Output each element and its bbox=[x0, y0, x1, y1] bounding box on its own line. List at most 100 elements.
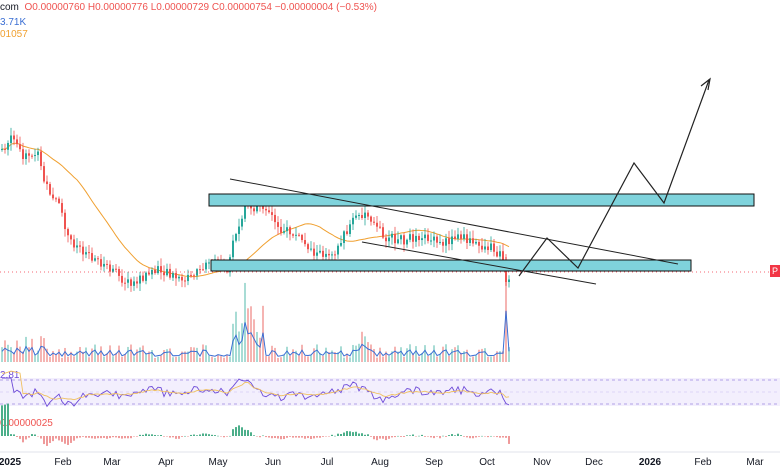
volume-bar bbox=[412, 354, 414, 362]
candle-body bbox=[190, 274, 192, 276]
volume-bar bbox=[133, 356, 135, 362]
candle-body bbox=[430, 240, 432, 242]
macd-bar bbox=[160, 434, 162, 436]
candle-body bbox=[331, 254, 333, 256]
volume-bar bbox=[13, 352, 15, 362]
volume-bar bbox=[256, 331, 258, 362]
candle-body bbox=[25, 153, 27, 160]
volume-bar bbox=[247, 308, 249, 362]
macd-bar bbox=[478, 436, 480, 437]
x-tick-label: Sep bbox=[425, 457, 443, 468]
x-axis: 2025 Feb Mar Apr May Jun Jul Aug Sep Oct Nov Dec 202… bbox=[0, 451, 780, 468]
candle-body bbox=[184, 280, 186, 282]
macd-bar bbox=[499, 436, 501, 438]
macd-bar bbox=[7, 403, 9, 436]
volume-bar bbox=[79, 346, 81, 362]
macd-bar bbox=[481, 435, 483, 437]
candle-body bbox=[310, 248, 312, 250]
volume-bar bbox=[19, 346, 21, 362]
volume-bar bbox=[298, 355, 300, 362]
macd-bar bbox=[355, 431, 357, 436]
volume-bar bbox=[187, 351, 189, 362]
macd-bar bbox=[457, 433, 459, 436]
macd-bar bbox=[154, 434, 156, 436]
candle-body bbox=[31, 155, 33, 157]
candle-body bbox=[142, 275, 144, 281]
candle-body bbox=[337, 245, 339, 255]
volume-bar bbox=[151, 350, 153, 362]
macd-bar bbox=[10, 434, 12, 436]
macd-bar bbox=[319, 436, 321, 438]
volume-bar bbox=[373, 348, 375, 362]
macd-bar bbox=[13, 434, 15, 436]
candle-body bbox=[508, 279, 510, 282]
x-tick-label: Mar bbox=[103, 457, 121, 468]
macd-bar bbox=[436, 436, 438, 437]
candle-body bbox=[412, 234, 414, 242]
volume-bar bbox=[331, 350, 333, 362]
volume-bar bbox=[490, 356, 492, 362]
volume-bar bbox=[484, 348, 486, 362]
candle-body bbox=[154, 269, 156, 274]
volume-bar bbox=[115, 353, 117, 362]
volume-bar bbox=[46, 348, 48, 362]
volume-bar bbox=[136, 349, 138, 362]
macd-bar bbox=[280, 436, 282, 440]
macd-bar bbox=[451, 434, 453, 436]
macd-bar bbox=[217, 435, 219, 437]
macd-bar bbox=[121, 436, 123, 439]
volume-bar bbox=[352, 344, 354, 362]
volume-bar bbox=[400, 347, 402, 362]
candle-body bbox=[121, 275, 123, 283]
candle-body bbox=[343, 231, 345, 244]
macd-bar bbox=[181, 436, 183, 437]
x-tick-label: May bbox=[209, 457, 228, 468]
candle-body bbox=[136, 281, 138, 284]
macd-bar bbox=[376, 436, 378, 441]
macd-bar bbox=[112, 436, 114, 438]
volume-bar bbox=[481, 348, 483, 362]
volume-bar bbox=[196, 347, 198, 362]
macd-bar bbox=[445, 436, 447, 437]
candle-body bbox=[274, 214, 276, 223]
candle-body bbox=[19, 144, 21, 150]
volume-bar bbox=[364, 336, 366, 362]
volume-bar bbox=[193, 347, 195, 362]
candle-body bbox=[487, 246, 489, 251]
candle-body bbox=[268, 210, 270, 213]
candle-body bbox=[1, 148, 3, 150]
macd-bar bbox=[283, 436, 285, 440]
candle-body bbox=[322, 250, 324, 257]
macd-bar bbox=[424, 436, 426, 437]
macd-bar bbox=[502, 436, 504, 438]
candle-body bbox=[280, 226, 282, 233]
macd-bar bbox=[352, 432, 354, 436]
volume-bar bbox=[457, 345, 459, 362]
candle-body bbox=[481, 245, 483, 250]
macd-bar bbox=[184, 435, 186, 437]
macd-bar bbox=[403, 436, 405, 437]
macd-bar bbox=[415, 436, 417, 437]
macd-bar bbox=[412, 434, 414, 436]
volume-bar bbox=[286, 346, 288, 362]
macd-bar bbox=[196, 435, 198, 436]
candle-body bbox=[82, 246, 84, 255]
macd-bar bbox=[109, 436, 111, 439]
volume-bar bbox=[223, 357, 225, 362]
ticker-suffix: com bbox=[0, 2, 19, 13]
volume-bar bbox=[460, 352, 462, 362]
volume-bar bbox=[301, 344, 303, 362]
candle-body bbox=[289, 227, 291, 235]
candle-body bbox=[22, 149, 24, 160]
volume-bar bbox=[205, 345, 207, 362]
candle-body bbox=[52, 194, 54, 199]
volume-bar bbox=[22, 351, 24, 362]
macd-bar bbox=[31, 434, 33, 436]
candle-body bbox=[499, 251, 501, 257]
macd-bar bbox=[367, 434, 369, 436]
macd-bar bbox=[361, 433, 363, 436]
volume-bar bbox=[403, 357, 405, 362]
volume-label: 3.71K bbox=[0, 17, 27, 28]
macd-bar bbox=[118, 436, 120, 439]
